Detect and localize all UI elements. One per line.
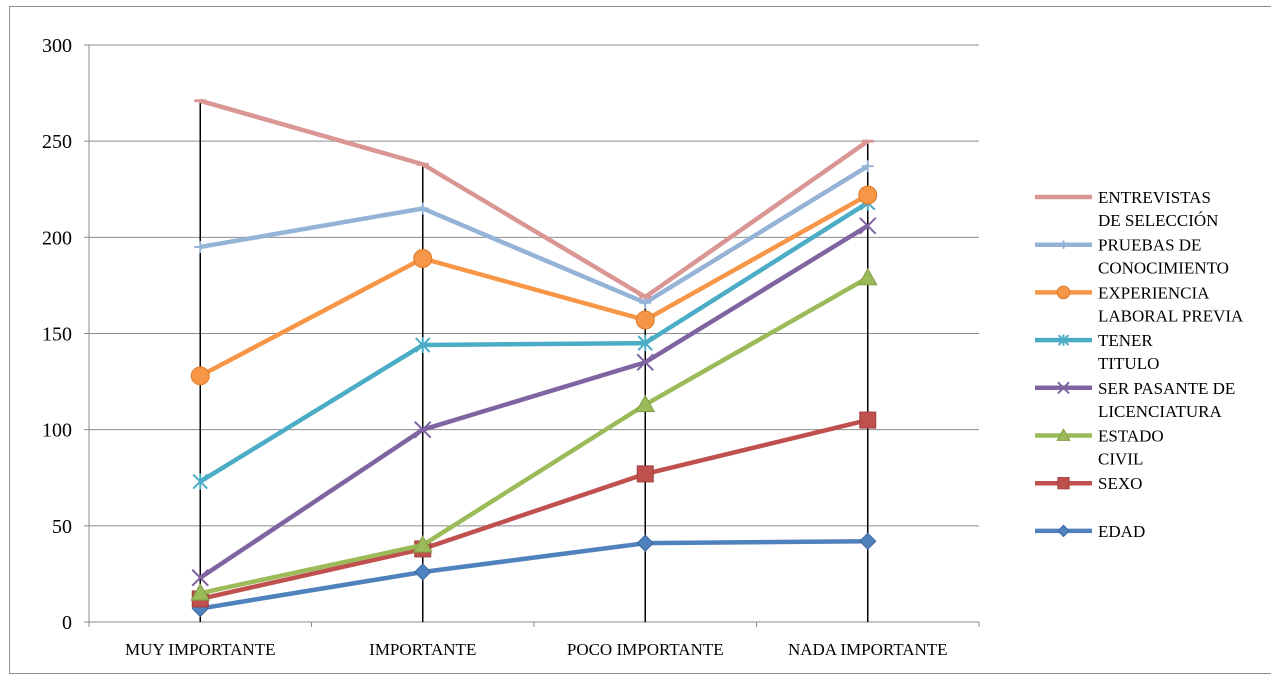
- data-point: [859, 186, 877, 204]
- legend-label: ESTADO: [1098, 427, 1164, 446]
- series-entrevistas-de-selecci-n: [194, 101, 874, 297]
- legend-item: SER PASANTE DE LICENCIATURA: [1035, 379, 1235, 421]
- legend-item: EXPERIENCIA LABORAL PREVIA: [1035, 283, 1244, 325]
- legend-item: PRUEBAS DE CONOCIMIENTO: [1035, 236, 1229, 278]
- legend-marker: [1058, 525, 1069, 536]
- data-point: [191, 367, 209, 385]
- data-point: [414, 249, 432, 267]
- series-lines: [191, 101, 877, 617]
- data-point: [636, 396, 654, 412]
- legend-label: ENTREVISTAS: [1098, 188, 1211, 207]
- legend-label: PRUEBAS DE: [1098, 236, 1201, 255]
- legend-label: TITULO: [1098, 354, 1159, 373]
- legend-label: CONOCIMIENTO: [1098, 259, 1229, 278]
- x-tick-label: MUY IMPORTANTE: [125, 640, 275, 659]
- legend-item: TENER TITULO: [1035, 331, 1159, 373]
- series-ser-pasante-de-licenciatura: [192, 218, 876, 586]
- y-tick-label: 250: [42, 131, 72, 153]
- y-tick-label: 100: [42, 420, 72, 442]
- y-tick-label: 150: [42, 324, 72, 346]
- series-estado-civil: [191, 269, 877, 600]
- legend-item: SEXO: [1035, 474, 1142, 493]
- y-tick-label: 300: [42, 35, 72, 57]
- legend-label: TENER: [1098, 331, 1153, 350]
- legend-label: SEXO: [1098, 474, 1142, 493]
- data-point: [860, 412, 876, 428]
- legend-label: EXPERIENCIA: [1098, 283, 1210, 302]
- legend: ENTREVISTAS DE SELECCIÓN PRUEBAS DE CONOCIM…: [1035, 188, 1244, 541]
- data-point: [859, 269, 877, 285]
- series-sexo: [192, 412, 876, 607]
- legend-label: EDAD: [1098, 522, 1145, 541]
- data-point: [194, 241, 206, 253]
- data-point: [415, 564, 431, 580]
- legend-label: SER PASANTE DE: [1098, 379, 1235, 398]
- legend-marker: [1058, 478, 1069, 489]
- legend-label: LABORAL PREVIA: [1098, 306, 1244, 325]
- y-tick-label: 0: [62, 612, 72, 634]
- data-point: [636, 311, 654, 329]
- legend-label: CIVIL: [1098, 450, 1143, 469]
- data-point: [637, 466, 653, 482]
- legend-marker: [1057, 286, 1070, 299]
- legend-label: DE SELECCIÓN: [1098, 211, 1218, 230]
- data-point: [860, 533, 876, 549]
- x-tick-label: NADA IMPORTANTE: [788, 640, 948, 659]
- series-line: [200, 226, 868, 578]
- y-tick-label: 200: [42, 227, 72, 249]
- series-line: [200, 166, 868, 303]
- legend-marker: [1059, 241, 1067, 249]
- data-point: [193, 474, 207, 490]
- x-tick-label: POCO IMPORTANTE: [567, 640, 724, 659]
- axes: 0 50 100 150 200 250 300 MUY IMPORTANTE IMPORTAN…: [42, 35, 979, 659]
- series-line: [200, 203, 868, 482]
- data-point: [637, 535, 653, 551]
- legend-item: ENTREVISTAS DE SELECCIÓN: [1035, 188, 1218, 230]
- legend-item: EDAD: [1035, 522, 1145, 541]
- x-tick-label: IMPORTANTE: [369, 640, 476, 659]
- y-tick-label: 50: [52, 516, 72, 538]
- legend-label: LICENCIATURA: [1098, 402, 1222, 421]
- gridlines: [89, 45, 979, 526]
- legend-item: ESTADO CIVIL: [1035, 427, 1164, 469]
